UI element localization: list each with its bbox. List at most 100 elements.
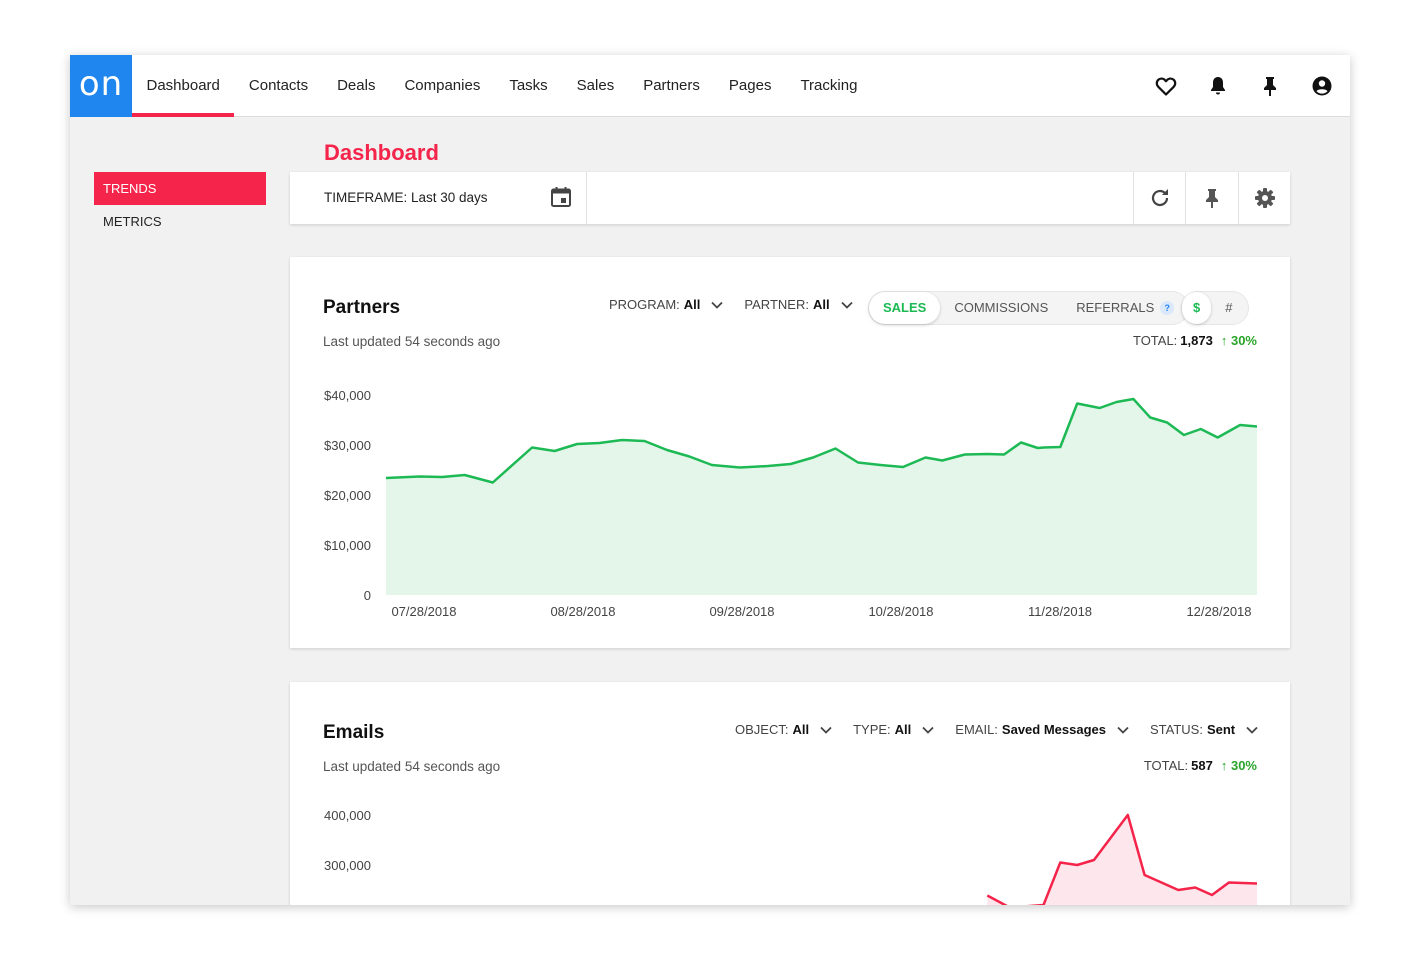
app-window: on Dashboard Contacts Deals Companies Ta… [70,55,1350,905]
partners-title: Partners [323,297,401,318]
tab-referrals-label: REFERRALS [1076,300,1155,315]
partners-card: Partners Last updated 54 seconds ago PRO… [290,257,1290,648]
y-tick-label: $20,000 [324,488,371,503]
top-navbar: on Dashboard Contacts Deals Companies Ta… [70,55,1350,117]
total-label: TOTAL: [1143,758,1189,773]
filter-name: EMAIL: [955,722,998,737]
tab-commissions[interactable]: COMMISSIONS [954,300,1049,315]
emails-chart: 400,000 300,000 [324,808,1258,905]
y-tick-label: $10,000 [324,538,371,553]
chevron-down-icon [820,726,832,734]
filter-name: OBJECT: [735,722,789,737]
gear-icon [1255,188,1275,208]
nav-dashboard[interactable]: Dashboard [132,55,235,117]
nav-contacts[interactable]: Contacts [248,77,309,94]
app-logo[interactable]: on [70,55,132,117]
partners-filters: PROGRAM: All PARTNER: All [609,297,874,312]
emails-title: Emails [323,722,385,743]
refresh-button[interactable] [1133,172,1185,224]
filter-value: All [792,722,810,737]
filter-email[interactable]: EMAIL: Saved Messages [955,722,1130,737]
metric-toggle: SALES COMMISSIONS REFERRALS ? [868,291,1190,325]
total-change-value: 30% [1230,758,1257,773]
refresh-icon [1151,189,1169,207]
chevron-down-icon [840,301,853,309]
nav-partners[interactable]: Partners [643,77,700,94]
tab-sales[interactable]: SALES [869,292,941,324]
chevron-down-icon [1246,726,1258,734]
y-tick-label: 300,000 [324,858,371,873]
partners-updated: Last updated 54 seconds ago [323,334,501,349]
total-change: ↑ 30% [1220,758,1257,773]
calendar-icon[interactable] [549,185,573,209]
pin-icon[interactable] [1258,74,1282,98]
filter-type[interactable]: TYPE: All [853,722,935,737]
pin-button[interactable] [1185,172,1237,224]
series-area [386,399,1257,595]
nav-tracking[interactable]: Tracking [800,77,858,94]
nav-icon-group [1154,74,1334,98]
filter-value: All [894,722,912,737]
series-line [385,397,1258,484]
nav-pages[interactable]: Pages [728,77,772,94]
x-tick-label: 12/28/2018 [1186,604,1251,619]
nav-tasks[interactable]: Tasks [509,77,548,94]
x-tick-label: 07/28/2018 [391,604,456,619]
unit-dollar[interactable]: $ [1182,292,1212,324]
filter-name: PROGRAM: [609,297,680,312]
page-title: Dashboard [324,140,439,165]
filter-name: PARTNER: [744,297,809,312]
help-icon[interactable]: ? [1160,301,1175,315]
emails-total: TOTAL: 587 ↑ 30% [1144,758,1257,773]
filter-value: All [683,297,701,312]
total-change: ↑ 30% [1220,333,1257,348]
filter-name: STATUS: [1150,722,1203,737]
emails-updated: Last updated 54 seconds ago [323,759,501,774]
bell-icon[interactable] [1206,74,1230,98]
x-tick-label: 10/28/2018 [868,604,933,619]
heart-icon[interactable] [1154,74,1178,98]
partners-chart: $40,000 $30,000 $20,000 $10,000 0 07/28/2018 0… [324,388,1258,619]
y-tick-label: $40,000 [324,388,371,403]
timeframe-picker[interactable]: TIMEFRAME: Last 30 days [290,172,587,224]
emails-card: Emails Last updated 54 seconds ago OBJEC… [290,682,1290,905]
main-nav: Dashboard Contacts Deals Companies Tasks… [132,55,872,117]
dashboard-toolbar: TIMEFRAME: Last 30 days [290,172,1290,224]
pin-icon [1206,189,1218,208]
chevron-down-icon [1117,726,1129,734]
total-change-value: 30% [1230,333,1257,348]
filter-value: All [812,297,830,312]
partners-total: TOTAL: 1,873 ↑ 30% [1133,333,1257,348]
account-icon[interactable] [1310,74,1334,98]
sidebar: TRENDS METRICS [94,172,266,238]
y-tick-label: 400,000 [324,808,371,823]
filter-value: Sent [1206,722,1236,737]
sidebar-item-trends[interactable]: TRENDS [94,172,266,205]
x-tick-label: 09/28/2018 [709,604,774,619]
chevron-down-icon [922,726,934,734]
filter-status[interactable]: STATUS: Sent [1150,722,1259,737]
total-value: 587 [1191,758,1213,773]
filter-object[interactable]: OBJECT: All [735,722,833,737]
emails-filters: OBJECT: All TYPE: All EMAIL: Saved Messa… [735,722,1279,737]
settings-button[interactable] [1238,172,1290,224]
timeframe-label: TIMEFRAME: Last 30 days [324,190,488,205]
y-tick-label: $30,000 [324,438,371,453]
filter-value: Saved Messages [1001,722,1106,737]
filter-name: TYPE: [853,722,891,737]
x-tick-label: 08/28/2018 [550,604,615,619]
nav-deals[interactable]: Deals [337,77,376,94]
total-label: TOTAL: [1132,333,1178,348]
x-tick-label: 11/28/2018 [1028,604,1092,619]
nav-companies[interactable]: Companies [404,77,481,94]
tab-referrals[interactable]: REFERRALS ? [1062,292,1188,324]
filter-partner[interactable]: PARTNER: All [744,297,853,312]
series-line [986,813,1258,905]
unit-count[interactable]: # [1225,300,1233,315]
chevron-down-icon [711,301,724,309]
unit-toggle: $ # [1181,291,1250,325]
y-tick-label: 0 [364,588,371,603]
nav-sales[interactable]: Sales [576,77,615,94]
filter-program[interactable]: PROGRAM: All [609,297,724,312]
sidebar-item-metrics[interactable]: METRICS [103,214,162,229]
